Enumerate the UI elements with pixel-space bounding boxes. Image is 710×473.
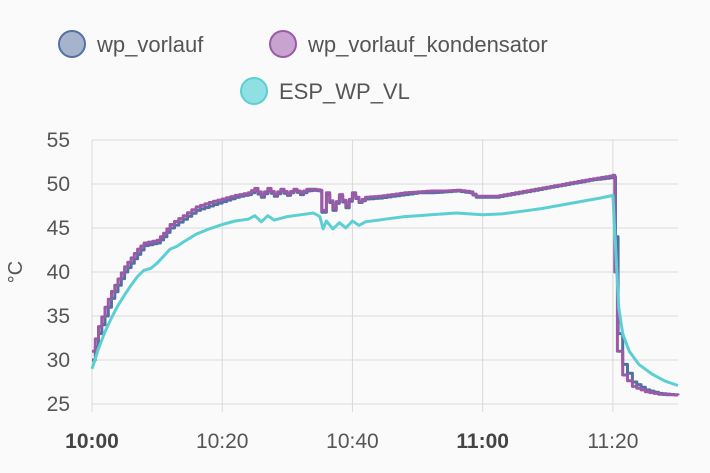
y-tick-label: 45 bbox=[47, 217, 70, 240]
y-axis-ticks: 25 30 35 40 45 50 55 bbox=[47, 129, 70, 416]
x-tick-label: 10:00 bbox=[65, 430, 119, 453]
legend-item-esp-wp-vl[interactable]: ESP_WP_VL bbox=[240, 77, 410, 105]
legend-swatch bbox=[58, 30, 86, 58]
chart-legend[interactable]: wp_vorlauf wp_vorlauf_kondensator ESP_WP_V… bbox=[58, 30, 548, 105]
legend-swatch bbox=[269, 30, 297, 58]
legend-label: wp_vorlauf_kondensator bbox=[307, 32, 548, 57]
y-axis-label: °C bbox=[5, 261, 27, 283]
legend-label: wp_vorlauf bbox=[96, 32, 204, 57]
chart-series bbox=[90, 173, 680, 397]
legend-item-wp-vorlauf[interactable]: wp_vorlauf bbox=[58, 30, 204, 58]
y-tick-label: 30 bbox=[47, 349, 70, 372]
series-line-wp-vorlauf-kondensator bbox=[92, 173, 680, 397]
y-tick-label: 35 bbox=[47, 305, 70, 328]
x-tick-label: 11:20 bbox=[587, 430, 638, 453]
legend-item-wp-vorlauf-kondensator[interactable]: wp_vorlauf_kondensator bbox=[269, 30, 548, 58]
series-line-wp-vorlauf bbox=[92, 175, 680, 397]
legend-label: ESP_WP_VL bbox=[279, 79, 410, 104]
x-tick-label: 10:40 bbox=[326, 430, 379, 453]
legend-swatch bbox=[240, 77, 268, 105]
x-axis-ticks: 10:00 10:20 10:40 11:00 11:20 bbox=[65, 430, 638, 453]
chart-grid bbox=[91, 139, 678, 412]
y-tick-label: 50 bbox=[47, 173, 70, 196]
x-tick-label: 11:00 bbox=[456, 430, 509, 453]
y-tick-label: 25 bbox=[47, 393, 70, 416]
x-tick-label: 10:20 bbox=[196, 430, 249, 453]
series-line-esp-wp-vl bbox=[90, 193, 679, 387]
y-tick-label: 40 bbox=[47, 261, 70, 284]
y-tick-label: 55 bbox=[47, 129, 70, 152]
